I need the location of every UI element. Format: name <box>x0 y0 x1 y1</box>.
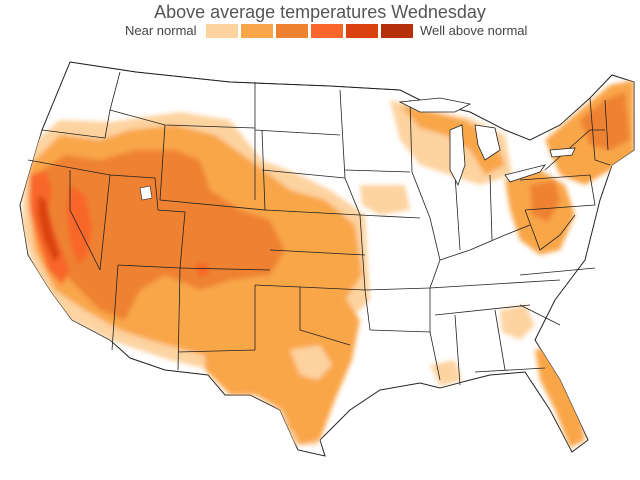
anomaly-california-peak <box>38 195 60 262</box>
border-nd-sd <box>254 129 341 136</box>
anomaly-carolina-fringe <box>500 305 535 340</box>
legend-swatch-6 <box>381 24 413 38</box>
border-nevada-east <box>99 174 111 271</box>
us-map-svg <box>19 61 635 457</box>
anomaly-new-england-core <box>580 92 630 150</box>
anomaly-gulf-fringe <box>430 360 462 386</box>
anomaly-texas-fringe <box>290 345 332 380</box>
legend-swatch-3 <box>276 24 308 38</box>
legend-swatch-1 <box>206 24 238 38</box>
border-ok-tx <box>299 286 366 291</box>
border-in-oh <box>489 174 493 241</box>
border-il-in <box>454 174 461 251</box>
border-49th-parallel-west <box>69 61 401 91</box>
state-borders <box>27 61 611 386</box>
border-arizona <box>111 264 119 351</box>
lake-ontario <box>549 147 576 158</box>
lake-superior <box>398 97 472 113</box>
border-tx-panhandle <box>254 284 351 346</box>
border-ny <box>544 129 605 171</box>
border-ohio-river <box>439 224 531 261</box>
border-oregon-north <box>41 129 106 139</box>
temperature-shading <box>22 80 634 448</box>
border-ms-al <box>454 314 461 386</box>
border-az-nm <box>177 267 181 371</box>
border-mn-ia <box>344 169 411 173</box>
lake-michigan <box>449 124 466 186</box>
border-tn-south <box>434 304 531 316</box>
border-nm-south <box>177 349 256 353</box>
border-vt-nh <box>604 99 609 151</box>
anomaly-florida <box>535 345 585 448</box>
lake-huron <box>474 124 501 161</box>
border-ky-tn <box>429 279 561 289</box>
border-pa <box>519 174 596 211</box>
border-ca-nv-or <box>27 159 111 176</box>
legend-swatch-5 <box>346 24 378 38</box>
anomaly-colorado-hot <box>195 262 210 278</box>
border-ar-la <box>369 329 431 333</box>
map-header: Above average temperatures Wednesday Nea… <box>0 0 640 52</box>
legend: Near normal Well above normal <box>0 23 640 39</box>
border-utah <box>109 174 186 269</box>
border-sd-ne <box>261 169 346 179</box>
anomaly-west-core <box>35 150 285 320</box>
anomaly-michigan <box>400 105 505 175</box>
border-four-corners-east <box>179 267 271 271</box>
border-ne-ks <box>264 209 361 216</box>
legend-swatch-4 <box>311 24 343 38</box>
border-ga-fl <box>474 367 546 373</box>
great-lakes <box>398 97 576 186</box>
border-new-england <box>589 97 611 166</box>
border-va-nc <box>519 267 596 276</box>
anomaly-texas <box>205 285 360 445</box>
legend-high-label: Well above normal <box>420 23 528 38</box>
legend-low-label: Near normal <box>125 23 197 38</box>
border-ks-ok <box>269 249 366 256</box>
anomaly-nevada-hot <box>66 185 92 265</box>
border-al-ga <box>494 309 506 371</box>
us-temperature-map <box>0 52 640 480</box>
legend-swatch-2 <box>241 24 273 38</box>
anomaly-appalachia-core <box>530 180 560 222</box>
anomaly-iowa-fringe <box>360 185 410 215</box>
lake-erie <box>504 164 546 183</box>
map-title: Above average temperatures Wednesday <box>154 2 486 22</box>
great-salt-lake <box>139 185 153 201</box>
border-sc <box>519 304 561 326</box>
border-mo-ar <box>364 287 431 291</box>
border-ca-nv-diagonal <box>69 170 101 271</box>
border-ia-mo <box>359 214 421 219</box>
border-wv <box>524 209 576 251</box>
